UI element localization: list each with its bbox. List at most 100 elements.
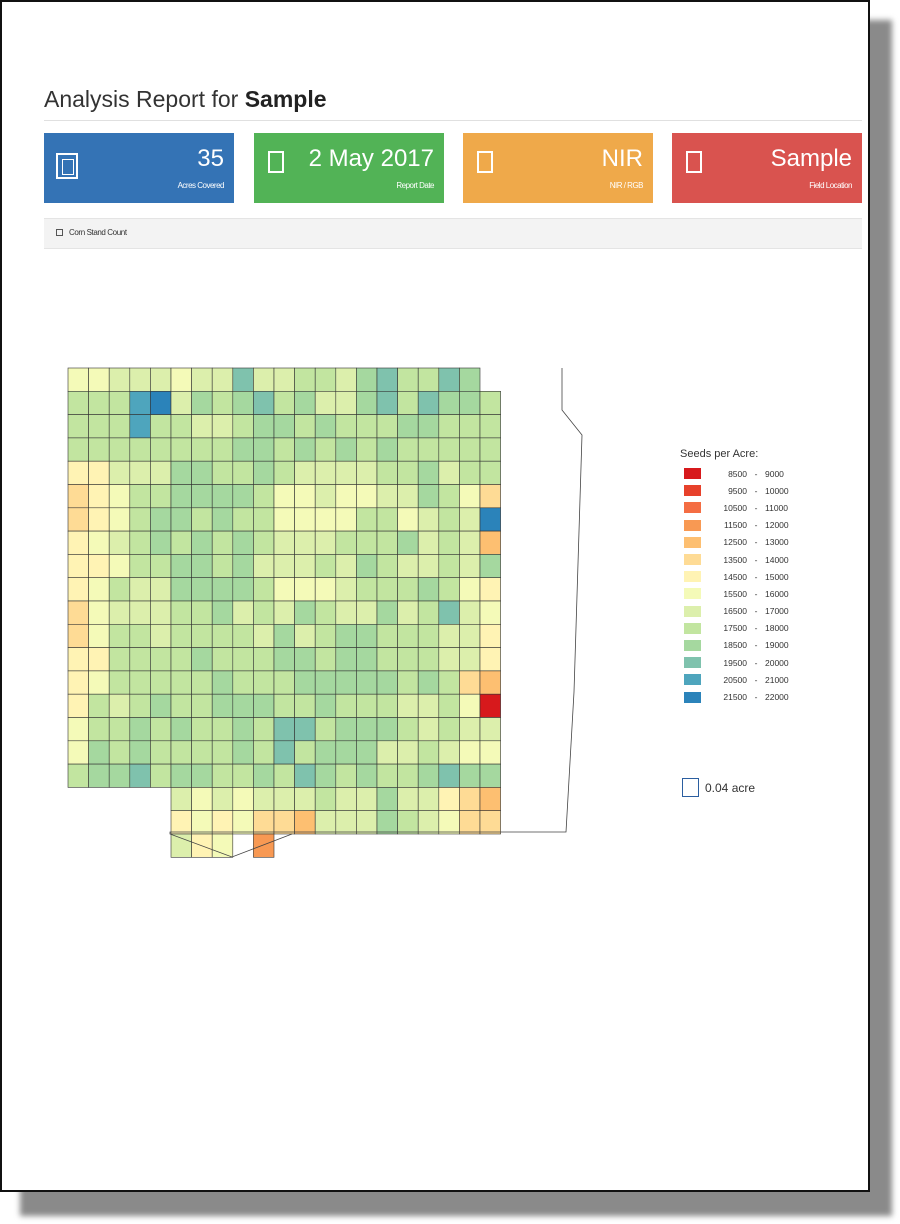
map-cell: [397, 647, 419, 672]
map-cell: [253, 740, 275, 765]
map-cell: [479, 740, 501, 765]
map-cell: [150, 647, 172, 672]
map-cell: [294, 647, 316, 672]
map-cell: [376, 810, 398, 835]
map-cell: [232, 390, 254, 415]
map-cell: [232, 623, 254, 648]
legend-row: 16500-17000: [680, 603, 789, 620]
map-cell: [417, 810, 440, 835]
map-cell: [376, 414, 398, 439]
map-cell: [253, 484, 275, 509]
map-cell: [397, 437, 419, 462]
map-cell: [479, 810, 501, 835]
map-cell: [376, 367, 398, 392]
legend-high: 17000: [765, 606, 789, 617]
map-cell: [417, 763, 440, 788]
map-cell: [294, 507, 316, 532]
map-cell: [232, 600, 254, 625]
map-cell: [273, 693, 295, 718]
legend-high: 16000: [765, 588, 789, 599]
legend-row: 9500-10000: [680, 482, 789, 499]
legend-dash: -: [754, 640, 758, 651]
map-cell: [191, 623, 213, 648]
location-card: Sample Field Location: [672, 133, 862, 203]
map-cell: [232, 367, 254, 392]
map-cell: [335, 740, 357, 765]
map-cell: [150, 507, 172, 532]
map-cell: [459, 600, 481, 625]
map-cell: [273, 554, 295, 579]
map-cell: [314, 530, 337, 555]
map-cell: [232, 740, 254, 765]
map-cell: [417, 460, 440, 485]
map-cell: [335, 367, 357, 392]
map-cell: [232, 670, 254, 695]
map-cell: [211, 367, 234, 392]
map-cell: [294, 623, 316, 648]
map-cell: [459, 414, 481, 439]
map-cell: [129, 763, 151, 788]
legend-dash: -: [754, 485, 758, 496]
map-cell: [397, 810, 419, 835]
map-cell: [459, 763, 481, 788]
map-cell: [335, 414, 357, 439]
map-cell: [88, 717, 110, 742]
location-value: Sample: [770, 145, 852, 172]
map-cell: [438, 414, 460, 439]
cell-size-swatch: [682, 778, 699, 797]
map-cell: [108, 414, 131, 439]
map-cell: [397, 460, 419, 485]
map-cell: [356, 647, 378, 672]
tab-corn-stand-count[interactable]: Corn Stand Count: [56, 228, 127, 237]
map-cell: [88, 577, 110, 602]
map-cell: [397, 740, 419, 765]
map-cell: [129, 670, 151, 695]
map-cell: [253, 693, 275, 718]
map-cell: [211, 414, 234, 439]
map-cell: [273, 484, 295, 509]
map-cell: [191, 600, 213, 625]
map-cell: [314, 437, 337, 462]
map-cell: [191, 554, 213, 579]
legend-high: 13000: [765, 537, 789, 548]
map-cell: [459, 577, 481, 602]
map-cell: [294, 460, 316, 485]
acres-label: Acres Covered: [177, 181, 225, 190]
map-cell: [191, 647, 213, 672]
map-cell: [191, 460, 213, 485]
legend-low: 15500: [723, 588, 747, 599]
map-cell: [191, 763, 213, 788]
map-cell: [129, 484, 151, 509]
map-cell: [356, 623, 378, 648]
map-cell: [129, 460, 151, 485]
map-cell: [397, 484, 419, 509]
map-cell: [108, 484, 131, 509]
map-cell: [88, 460, 110, 485]
map-cell: [335, 484, 357, 509]
map-cell: [438, 577, 460, 602]
map-cell: [438, 740, 460, 765]
map-cell: [88, 647, 110, 672]
map-cell: [273, 530, 295, 555]
map-cell: [294, 763, 316, 788]
map-cell: [191, 507, 213, 532]
map-cell: [294, 530, 316, 555]
legend-swatch: [684, 622, 701, 634]
map-cell: [397, 414, 419, 439]
map-cell: [335, 437, 357, 462]
legend-row: 14500-15000: [680, 568, 789, 585]
map-cell: [108, 460, 131, 485]
map-cell: [191, 577, 213, 602]
legend-row: 12500-13000: [680, 534, 789, 551]
map-cell: [211, 810, 234, 835]
legend-row: 20500-21000: [680, 671, 789, 688]
map-cell: [67, 390, 89, 415]
map-cell: [438, 600, 460, 625]
map-cell: [294, 670, 316, 695]
map-cell: [170, 693, 192, 718]
map-cell: [479, 787, 501, 812]
legend-high: 18000: [765, 623, 789, 634]
title-name: Sample: [244, 86, 327, 112]
map-cell: [335, 693, 357, 718]
map-cell: [356, 717, 378, 742]
